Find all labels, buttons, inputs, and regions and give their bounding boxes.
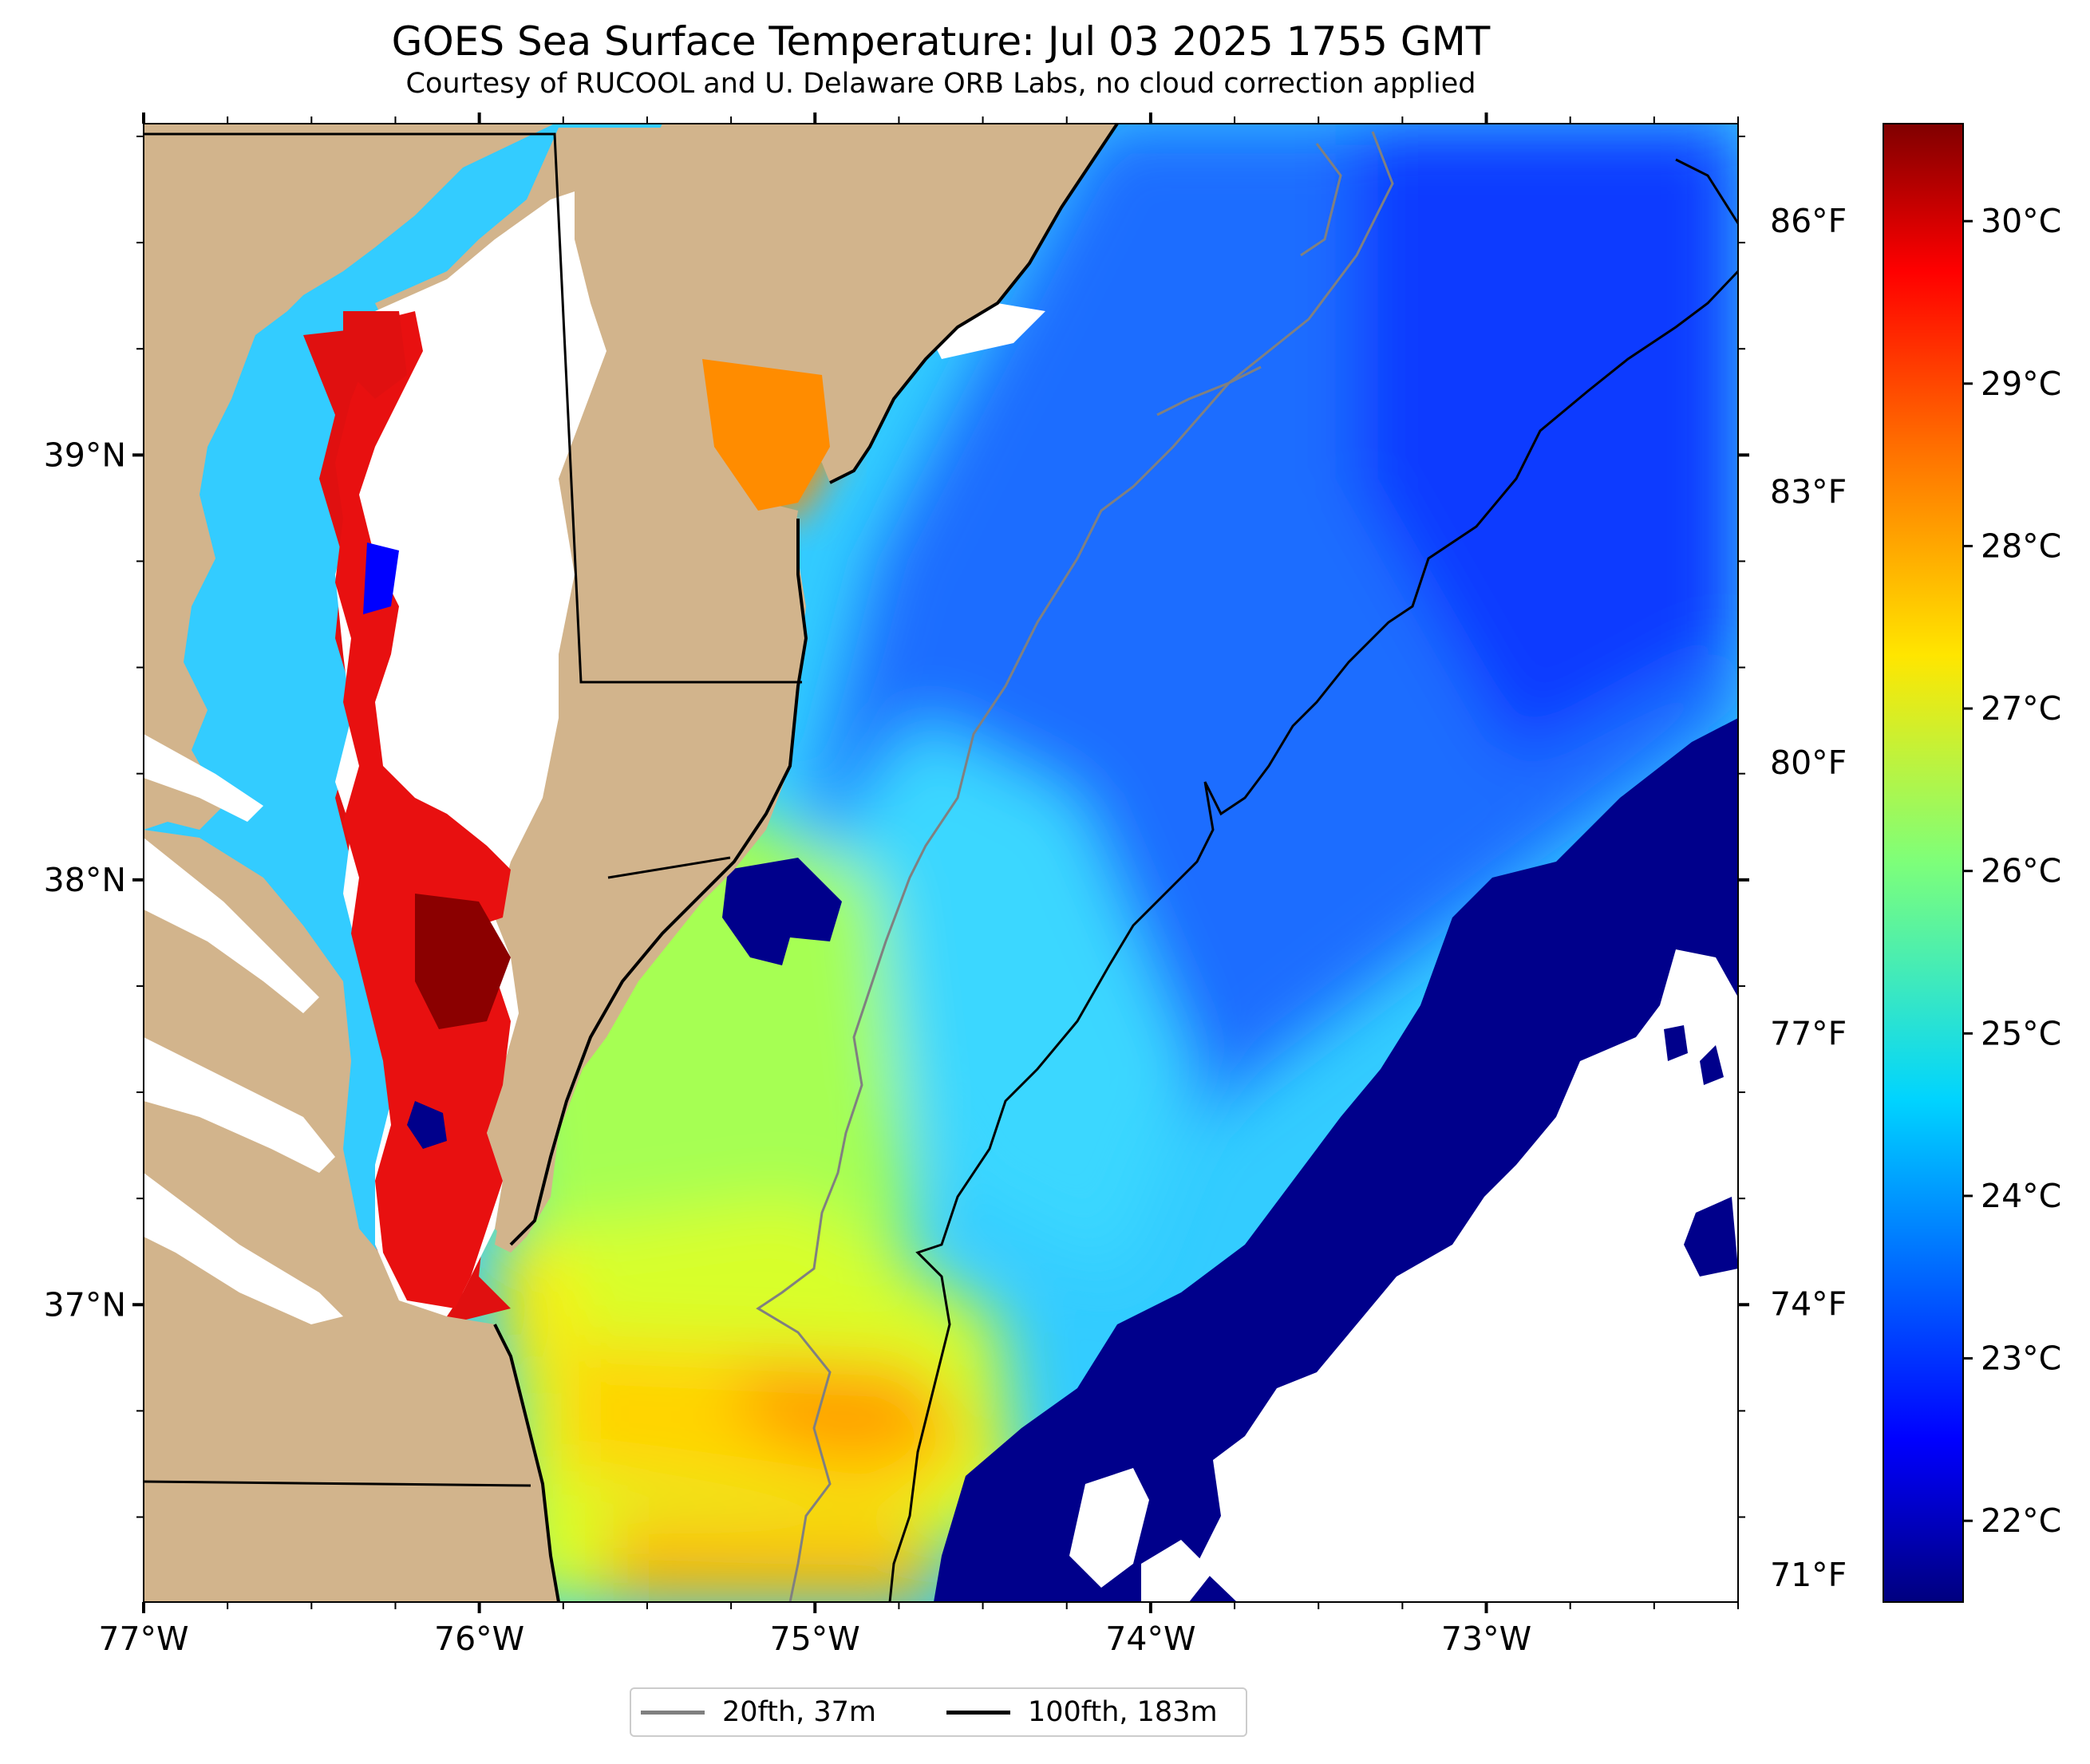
- colorbar-tick-label: 26°C: [1981, 852, 2061, 890]
- fahrenheit-tick-label: 80°F: [1770, 744, 1847, 782]
- state-borders: [144, 132, 802, 1487]
- legend-label-20fth: 20fth, 37m: [722, 1696, 877, 1728]
- colorbar-tick-label: 22°C: [1981, 1502, 2061, 1540]
- isobath-legend: 20fth, 37m 100fth, 183m: [630, 1687, 1247, 1737]
- legend-item-20fth: 20fth, 37m: [641, 1689, 876, 1735]
- fahrenheit-tick-label: 86°F: [1770, 202, 1847, 240]
- y-tick-label: 39°N: [44, 436, 126, 474]
- colorbar-tick-label: 28°C: [1981, 527, 2061, 565]
- map-frame: [143, 123, 1739, 1603]
- fahrenheit-tick-label: 83°F: [1770, 473, 1847, 511]
- legend-label-100fth: 100fth, 183m: [1028, 1696, 1218, 1728]
- x-tick-label: 74°W: [1105, 1620, 1195, 1658]
- colorbar-ticks: 22°C 23°C 24°C 25°C 26°C 27°C 28°C 29°C 30°C: [1963, 202, 2061, 1540]
- map-subtitle: Courtesy of RUCOOL and U. Delaware ORB L…: [405, 68, 1476, 100]
- legend-item-100fth: 100fth, 183m: [946, 1689, 1218, 1735]
- fahrenheit-axis-ticks: 86°F 83°F 80°F 77°F 74°F 71°F: [1770, 202, 1847, 1594]
- isobath-100fth: [888, 158, 1738, 1602]
- x-tick-label: 75°W: [770, 1620, 860, 1658]
- isobath-20fth: [756, 131, 1394, 1602]
- coastline: [493, 124, 1119, 1602]
- x-tick-label: 76°W: [434, 1620, 524, 1658]
- x-axis-ticks: 77°W 76°W 75°W 74°W 73°W: [98, 112, 1739, 1658]
- fahrenheit-tick-label: 74°F: [1770, 1285, 1847, 1324]
- colorbar-tick-label: 25°C: [1981, 1014, 2061, 1052]
- map-title: GOES Sea Surface Temperature: Jul 03 202…: [391, 18, 1491, 65]
- y-tick-label: 38°N: [44, 861, 126, 899]
- colorbar-tick-label: 24°C: [1981, 1177, 2061, 1215]
- y-axis-ticks: 39°N 38°N 37°N: [44, 135, 1749, 1518]
- legend-swatch-20fth: [641, 1710, 705, 1715]
- chesapeake-sst: [335, 311, 830, 1308]
- x-tick-label: 77°W: [98, 1620, 188, 1658]
- x-tick-label: 73°W: [1441, 1620, 1531, 1658]
- legend-swatch-100fth: [946, 1710, 1010, 1715]
- colorbar: [1883, 123, 1964, 1603]
- fahrenheit-tick-label: 71°F: [1770, 1556, 1847, 1594]
- colorbar-tick-label: 29°C: [1981, 365, 2061, 403]
- colorbar-tick-label: 23°C: [1981, 1340, 2061, 1378]
- y-tick-label: 37°N: [44, 1285, 126, 1324]
- colorbar-tick-label: 30°C: [1981, 202, 2061, 240]
- fahrenheit-tick-label: 77°F: [1770, 1014, 1847, 1052]
- colorbar-tick-label: 27°C: [1981, 689, 2061, 728]
